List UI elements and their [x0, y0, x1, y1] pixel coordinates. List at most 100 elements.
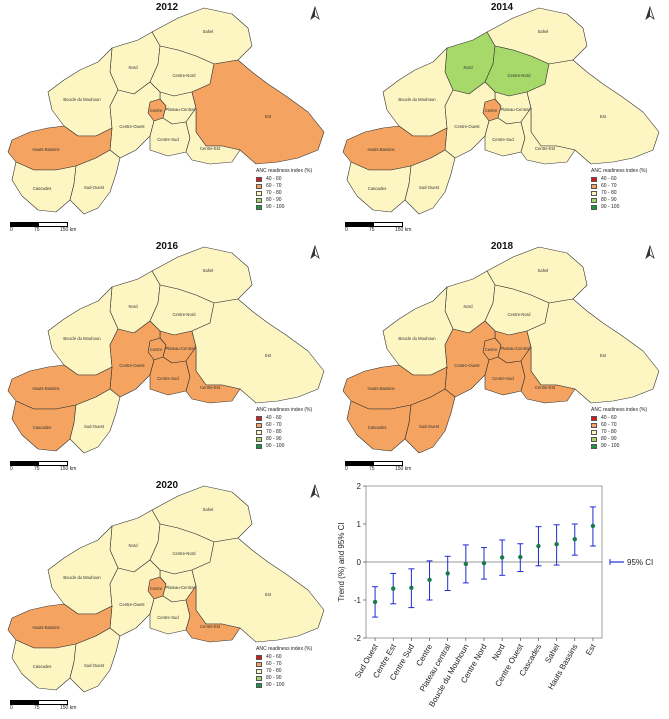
region-label-centre-est: Centre-Est: [535, 385, 556, 390]
legend-swatch: [256, 676, 262, 681]
region-label-centre-sud: Centre-Sud: [492, 137, 514, 142]
trend-point: [445, 571, 450, 576]
map-title: 2020: [155, 480, 179, 491]
map-title: 2018: [490, 241, 514, 252]
legend-swatch: [256, 177, 262, 182]
region-label-centre-nord: Centre-Nord: [172, 73, 196, 78]
region-label-centre: Centre: [485, 108, 498, 113]
region-label-centre: Centre: [150, 108, 163, 113]
legend-label: 60 - 70: [601, 183, 617, 189]
legend-item: 40 - 60: [591, 415, 647, 422]
trend-point: [391, 586, 396, 591]
trend-point: [372, 599, 378, 605]
region-label-plateau-central: Plateau-Central: [165, 107, 194, 112]
legend-label: 70 - 80: [601, 190, 617, 196]
y-tick-label: 0: [357, 558, 362, 567]
legend-item: 80 - 90: [256, 197, 312, 204]
legend-item: 80 - 90: [256, 436, 312, 443]
region-label-cascades: Cascades: [33, 425, 52, 430]
legend-item: 70 - 80: [591, 190, 647, 197]
legend-label: 90 - 100: [266, 204, 285, 210]
trend-point: [427, 577, 432, 583]
legend-swatch: [256, 205, 262, 210]
legend-swatch: [256, 444, 262, 449]
legend-item: 80 - 90: [591, 197, 647, 204]
region-label-nord: Nord: [463, 65, 473, 70]
legend-swatch: [256, 430, 262, 435]
legend-swatch: [591, 416, 597, 421]
region-label-est: Est: [265, 353, 272, 358]
legend-swatch: [591, 444, 597, 449]
region-label-sahel: Sahel: [203, 268, 214, 273]
scale-label: 75: [369, 466, 375, 472]
legend-swatch: [591, 430, 597, 435]
legend-swatch: [256, 655, 262, 660]
region-label-est: Est: [600, 353, 607, 358]
legend-swatch: [256, 669, 262, 674]
y-tick-label: -2: [354, 634, 362, 643]
legend-label: 90 - 100: [266, 443, 285, 449]
legend-swatch: [591, 177, 597, 182]
region-label-centre: Centre: [150, 586, 163, 591]
legend-label: 70 - 80: [266, 668, 282, 674]
legend-label: 90 - 100: [601, 443, 620, 449]
north-arrow-icon: [645, 245, 655, 259]
scale-label: 75: [34, 227, 40, 233]
region-boucle-du-mouhoun: [382, 47, 454, 137]
region-label-centre-ouest: Centre-Ouest: [119, 602, 145, 607]
region-label-centre-ouest: Centre-Ouest: [454, 363, 480, 368]
region-label-centre-sud: Centre-Sud: [492, 376, 514, 381]
region-label-centre-sud: Centre-Sud: [157, 137, 179, 142]
legend-swatch: [256, 683, 262, 688]
scale-label: 150 km: [60, 466, 77, 472]
map-panel-2016: Sahel Nord Centre-Nord Boucle du Mouhoun Cen…: [0, 239, 334, 478]
legend-label: 40 - 60: [601, 176, 617, 182]
region-label-hauts-bassins: Hauts-Bassins: [33, 147, 60, 152]
legend-item: 90 - 100: [256, 682, 312, 689]
region-sud-ouest: [69, 627, 121, 693]
region-label-est: Est: [265, 114, 272, 119]
choropleth-map: Sahel Nord Centre-Nord Boucle du Mouhoun Cen…: [342, 7, 660, 215]
region-label-centre: Centre: [485, 347, 498, 352]
legend-item: 70 - 80: [591, 429, 647, 436]
legend-item: 60 - 70: [256, 661, 312, 668]
region-label-cascades: Cascades: [33, 186, 52, 191]
trend-point: [481, 560, 487, 566]
region-label-centre-sud: Centre-Sud: [157, 615, 179, 620]
region-label-plateau-central: Plateau-Central: [165, 585, 194, 590]
choropleth-map: Sahel Nord Centre-Nord Boucle du Mouhoun Cen…: [7, 7, 325, 215]
map-panel-2012: Sahel Nord Centre-Nord Boucle du Mouhoun Cen…: [0, 0, 334, 239]
region-label-centre-ouest: Centre-Ouest: [119, 124, 145, 129]
north-arrow-icon: [310, 6, 320, 20]
scale-label: 0: [345, 227, 348, 233]
scale-label: 150 km: [395, 227, 412, 233]
region-label-sahel: Sahel: [203, 29, 214, 34]
north-arrow-icon: [310, 484, 320, 498]
region-boucle-du-mouhoun: [47, 47, 119, 137]
region-label-plateau-central: Plateau-Central: [165, 346, 194, 351]
region-label-centre-est: Centre-Est: [535, 146, 556, 151]
scale-label: 150 km: [60, 227, 77, 233]
region-label-centre-nord: Centre-Nord: [507, 73, 531, 78]
legend-item: 70 - 80: [256, 429, 312, 436]
legend-label: 60 - 70: [266, 661, 282, 667]
region-centre-est: [185, 107, 241, 165]
legend-item: 60 - 70: [591, 422, 647, 429]
choropleth-map: Sahel Nord Centre-Nord Boucle du Mouhoun Cen…: [7, 485, 325, 693]
y-tick-label: 2: [357, 482, 362, 491]
x-tick-label: Nord: [490, 643, 506, 663]
scale-label: 0: [10, 227, 13, 233]
region-label-boucle-du-mouhoun: Boucle du Mouhoun: [398, 97, 436, 102]
region-label-sud-ouest: Sud-Ouest: [84, 424, 105, 429]
legend-item: 40 - 60: [256, 654, 312, 661]
legend-swatch: [256, 198, 262, 203]
scale-label: 75: [34, 466, 40, 472]
legend-title: ANC readiness index (%): [591, 407, 648, 413]
region-label-centre-sud: Centre-Sud: [157, 376, 179, 381]
map-legend: ANC readiness index (%) 40 - 60 60 - 70 70 …: [256, 168, 312, 211]
region-sud-ouest: [404, 388, 456, 454]
legend-title: ANC readiness index (%): [256, 646, 313, 652]
trend-point: [499, 555, 505, 560]
legend-label: 60 - 70: [266, 422, 282, 428]
